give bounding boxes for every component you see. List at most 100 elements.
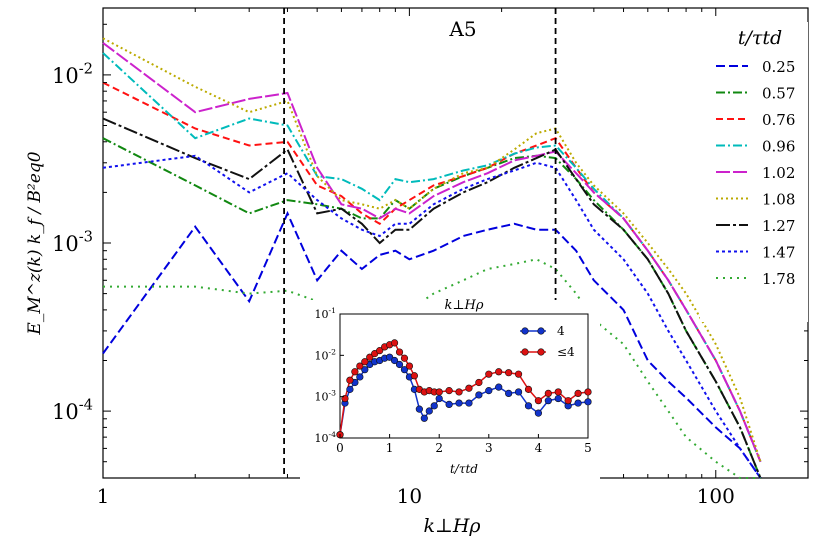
- inset-x-tick-label: 0: [336, 441, 344, 455]
- y-tick-label: 10-2: [52, 60, 93, 87]
- inset-legend-marker: [537, 348, 545, 356]
- inset-point: [505, 369, 513, 377]
- inset-title: k⊥Hρ: [444, 298, 483, 313]
- inset-point: [465, 384, 473, 392]
- legend-label-3: 0.96: [762, 138, 795, 156]
- inset-x-tick-label: 1: [386, 441, 394, 455]
- legend-items: 0.25 0.57 0.76 0.96 1.02 1.08 1.27 1.47 1.78: [716, 58, 795, 288]
- inset-point: [584, 398, 592, 406]
- inset-point: [544, 397, 552, 405]
- inset-legend-label-1: ≤4: [557, 345, 575, 359]
- inset-frame: [339, 313, 589, 439]
- legend: t/τtd 0.25 0.57 0.76 0.96 1.02 1.08 1.27 1.47 1.…: [700, 22, 808, 322]
- inset-y-tick-label: 10-1: [315, 306, 337, 321]
- series-line-0: [102, 210, 762, 479]
- inset-x-tick-label: 5: [584, 441, 592, 455]
- inset-legend-label-0: 4: [557, 324, 565, 338]
- x-tick-label: 1: [97, 484, 110, 508]
- inset-point: [435, 394, 443, 403]
- inset-point: [445, 400, 453, 408]
- inset-point: [524, 385, 533, 393]
- inset-point: [346, 385, 354, 393]
- inset-point: [475, 391, 483, 399]
- y-tick-label: 10-3: [52, 229, 93, 256]
- inset-y-tick-label: 10-3: [315, 389, 337, 404]
- inset-point: [435, 388, 443, 396]
- inset-point: [400, 354, 409, 362]
- inset-x-tick-label: 2: [435, 441, 443, 455]
- inset-y-tick-label: 10-4: [315, 430, 337, 445]
- inset-point: [455, 388, 463, 396]
- inset-point: [390, 339, 399, 347]
- inset-point: [574, 389, 582, 397]
- inset-point: [410, 372, 419, 380]
- inset-point: [395, 348, 404, 356]
- inset-x-label: t/τtd: [450, 462, 478, 476]
- inset-point: [420, 414, 428, 422]
- inset-point: [356, 373, 364, 381]
- inset-point: [400, 366, 409, 374]
- inset-point: [534, 409, 543, 417]
- inset-point: [346, 376, 354, 384]
- y-tick-label: 10-4: [52, 397, 93, 424]
- inset-series-group: [336, 339, 592, 439]
- legend-label-8: 1.78: [762, 270, 795, 288]
- panel-label: A5: [448, 17, 476, 41]
- inset-point: [505, 389, 513, 397]
- inset-legend: 4 ≤4: [520, 324, 575, 359]
- inset-y-tick-label: 10-2: [315, 347, 337, 362]
- main-plot: 1 10 100 10-410-310-2 A5 k⊥Hρ E_M^z(k) k_f…: [25, 7, 809, 537]
- inset-point: [366, 353, 374, 361]
- inset-point: [554, 388, 562, 396]
- inset-point: [495, 368, 503, 376]
- inset-point: [514, 388, 523, 396]
- inset-point: [445, 387, 453, 395]
- inset-point: [524, 402, 533, 410]
- inset-point: [386, 353, 394, 361]
- inset-point: [485, 370, 493, 378]
- inset-legend-marker: [537, 327, 545, 335]
- inset-point: [361, 358, 369, 366]
- legend-label-4: 1.02: [762, 164, 795, 182]
- series-line-4: [102, 42, 762, 463]
- inset-point: [584, 388, 592, 396]
- x-axis-ticks: 1 10 100: [97, 8, 809, 508]
- inset-point: [376, 347, 384, 355]
- legend-label-7: 1.47: [762, 244, 795, 262]
- legend-title: t/τtd: [738, 27, 782, 49]
- inset-plot: k⊥Hρ 0 1 2 3 4 5 10-4 10-3 10-2 10-1 t/τtd 4 ≤4: [300, 298, 600, 485]
- inset-point: [425, 407, 433, 415]
- inset-point: [475, 378, 483, 387]
- inset-point: [564, 397, 572, 405]
- inset-x-tick-label: 4: [535, 441, 543, 455]
- inset-point: [351, 368, 359, 376]
- inset-point: [554, 394, 562, 403]
- inset-point: [405, 362, 414, 370]
- inset-point: [356, 362, 364, 370]
- series-line-6: [102, 117, 762, 479]
- inset-point: [430, 402, 438, 410]
- legend-label-5: 1.08: [762, 191, 795, 209]
- x-tick-label: 10: [397, 484, 422, 508]
- x-axis-label: k⊥Hρ: [423, 515, 481, 537]
- inset-point: [495, 383, 503, 391]
- inset-point: [361, 366, 369, 374]
- legend-label-0: 0.25: [762, 58, 795, 76]
- y-axis-label: E_M^z(k) k_f / B²eq0: [25, 151, 45, 335]
- inset-point: [544, 389, 552, 397]
- inset-point: [485, 387, 493, 395]
- inset-point: [390, 356, 399, 365]
- inset-point: [395, 360, 404, 369]
- inset-legend-marker: [521, 327, 529, 335]
- inset-x-tick-label: 3: [485, 441, 493, 455]
- inset-point: [534, 397, 543, 405]
- legend-label-6: 1.27: [762, 217, 795, 235]
- inset-legend-marker: [521, 348, 529, 356]
- inset-point: [514, 370, 523, 378]
- inset-point: [455, 399, 463, 407]
- inset-point: [415, 405, 423, 413]
- inset-point: [574, 399, 582, 407]
- y-axis-ticks: 10-4 10-3 10-2: [52, 23, 808, 479]
- inset-y-ticks: 10-4 10-3 10-2 10-1: [315, 306, 344, 445]
